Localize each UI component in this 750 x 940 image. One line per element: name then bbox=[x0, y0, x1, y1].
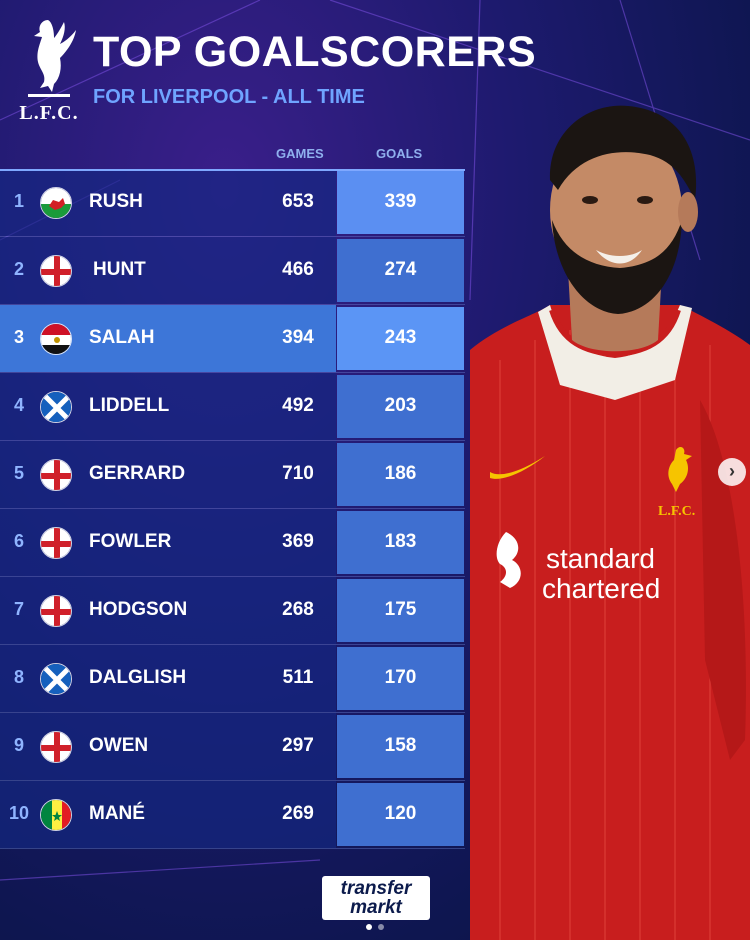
table-row: 170 8 DALGLISH 511 bbox=[0, 645, 465, 713]
goals-value: 158 bbox=[384, 735, 417, 756]
table-row: 186 5 GERRARD 710 bbox=[0, 441, 465, 509]
rank: 4 bbox=[13, 395, 24, 415]
rank: 3 bbox=[13, 327, 24, 347]
goals-cell: 158 bbox=[337, 715, 464, 778]
england-flag-icon bbox=[40, 459, 72, 491]
lfc-logo: L.F.C. bbox=[14, 12, 84, 124]
logo-text: L.F.C. bbox=[19, 102, 79, 124]
goals-value: 175 bbox=[384, 599, 417, 620]
brand-line2: markt bbox=[350, 897, 402, 918]
carousel-dots bbox=[366, 924, 384, 930]
games-value: 511 bbox=[282, 667, 314, 688]
egypt-flag-icon bbox=[40, 323, 72, 355]
column-header-games: GAMES bbox=[276, 146, 324, 161]
goals-value: 120 bbox=[384, 803, 417, 824]
lfc-crest-icon: L.F.C. bbox=[658, 447, 695, 519]
player-name: MANÉ bbox=[89, 803, 145, 824]
rank: 9 bbox=[13, 735, 24, 755]
player-name: GERRARD bbox=[89, 463, 186, 484]
rank: 1 bbox=[13, 191, 24, 211]
wales-flag-icon bbox=[40, 187, 72, 219]
goals-value: 243 bbox=[384, 327, 417, 348]
goals-value: 170 bbox=[384, 667, 417, 688]
england-flag-icon bbox=[40, 255, 72, 287]
games-value: 466 bbox=[282, 259, 314, 280]
england-flag-icon bbox=[40, 595, 72, 627]
goals-value: 186 bbox=[384, 463, 417, 484]
table-row: 339 1 RUSH 653 bbox=[0, 169, 465, 237]
games-value: 297 bbox=[282, 735, 314, 756]
player-photo: L.F.C. standard chartered bbox=[440, 100, 750, 940]
games-value: 492 bbox=[282, 395, 314, 416]
rank: 5 bbox=[13, 463, 24, 483]
games-value: 710 bbox=[282, 463, 314, 484]
goals-cell: 170 bbox=[337, 647, 464, 710]
goals-cell: 186 bbox=[337, 443, 464, 506]
svg-text:L.F.C.: L.F.C. bbox=[658, 504, 695, 519]
carousel-dot[interactable] bbox=[378, 924, 384, 930]
table-row: 158 9 OWEN 297 bbox=[0, 713, 465, 781]
goals-cell: 120 bbox=[337, 783, 464, 846]
table-row: 120 10 MANÉ 269 bbox=[0, 781, 465, 849]
liverbird-icon bbox=[28, 20, 76, 97]
games-value: 268 bbox=[282, 599, 314, 620]
player-name: DALGLISH bbox=[89, 667, 187, 688]
player-name: RUSH bbox=[89, 191, 143, 212]
sponsor-logo: standard chartered bbox=[496, 532, 660, 604]
goals-cell: 203 bbox=[337, 375, 464, 438]
scotland-flag-icon bbox=[40, 391, 72, 423]
rank: 10 bbox=[8, 803, 30, 823]
table-row: 183 6 FOWLER 369 bbox=[0, 509, 465, 577]
rank: 7 bbox=[13, 599, 24, 619]
rank: 8 bbox=[13, 667, 24, 687]
page-title: TOP GOALSCORERS bbox=[93, 28, 537, 76]
player-name: SALAH bbox=[89, 327, 155, 348]
column-header-goals: GOALS bbox=[376, 146, 423, 161]
games-value: 369 bbox=[282, 531, 314, 552]
england-flag-icon bbox=[40, 731, 72, 763]
scorers-table: 339 1 RUSH 653 274 2 HUNT 466 243 3 SALA… bbox=[0, 169, 465, 849]
table-row: 175 7 HODGSON 268 bbox=[0, 577, 465, 645]
player-name: OWEN bbox=[89, 735, 149, 756]
rank: 6 bbox=[13, 531, 24, 551]
svg-text:chartered: chartered bbox=[542, 573, 660, 604]
goals-cell: 243 bbox=[337, 307, 464, 370]
carousel-dot[interactable] bbox=[366, 924, 372, 930]
scotland-flag-icon bbox=[40, 663, 72, 695]
transfermarkt-logo: transfer markt bbox=[322, 876, 430, 920]
games-value: 269 bbox=[282, 803, 314, 824]
player-name: HUNT bbox=[93, 259, 146, 280]
rank: 2 bbox=[13, 259, 24, 279]
goals-value: 203 bbox=[384, 395, 417, 416]
nike-logo-icon bbox=[490, 456, 545, 479]
goals-value: 339 bbox=[384, 191, 417, 212]
svg-text:standard: standard bbox=[546, 543, 655, 574]
carousel-next-button[interactable]: › bbox=[718, 458, 746, 486]
player-name: LIDDELL bbox=[89, 395, 170, 416]
table-row: 274 2 HUNT 466 bbox=[0, 237, 465, 305]
goals-value: 274 bbox=[384, 259, 417, 280]
brand-line1: transfer bbox=[340, 878, 412, 899]
table-top-border bbox=[0, 169, 465, 171]
table-row: 243 3 SALAH 394 bbox=[0, 305, 465, 373]
goals-cell: 183 bbox=[337, 511, 464, 574]
player-name: FOWLER bbox=[89, 531, 172, 552]
games-value: 653 bbox=[282, 191, 314, 212]
player-name: HODGSON bbox=[89, 599, 188, 620]
goals-cell: 339 bbox=[337, 171, 464, 234]
goals-cell: 274 bbox=[337, 239, 464, 302]
senegal-flag-icon bbox=[40, 799, 72, 831]
games-value: 394 bbox=[282, 327, 314, 348]
england-flag-icon bbox=[40, 527, 72, 559]
table-row: 203 4 LIDDELL 492 bbox=[0, 373, 465, 441]
goals-value: 183 bbox=[384, 531, 417, 552]
goals-cell: 175 bbox=[337, 579, 464, 642]
page-subtitle: FOR LIVERPOOL - ALL TIME bbox=[93, 86, 365, 108]
